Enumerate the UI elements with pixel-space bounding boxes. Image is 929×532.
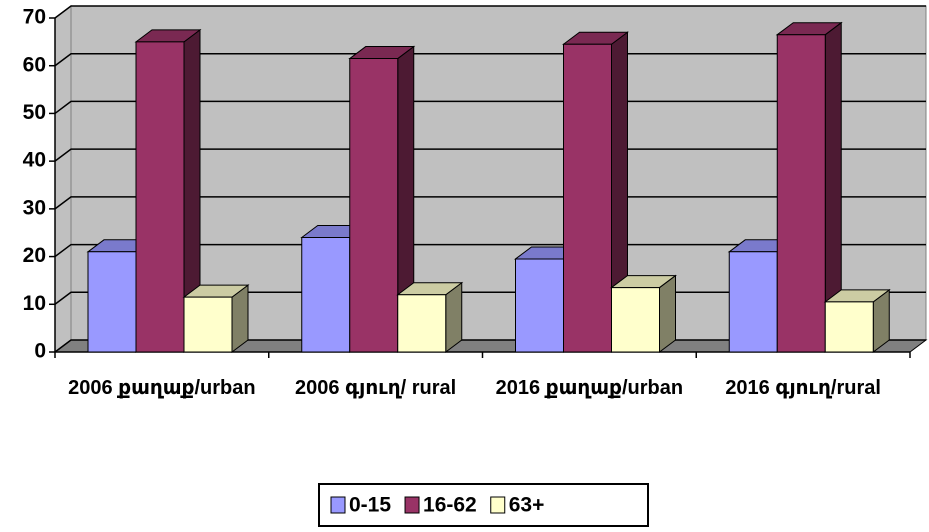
bar-front — [135, 41, 185, 353]
y-tick-label: 0 — [34, 340, 46, 363]
grid-line — [54, 52, 926, 67]
grid-line — [54, 196, 926, 210]
bar-front — [301, 236, 351, 353]
bar-front — [728, 251, 778, 353]
grid-line — [54, 243, 926, 258]
bar-front — [611, 287, 660, 353]
bar — [348, 45, 416, 353]
bar-front — [87, 251, 137, 353]
y-tick-label: 30 — [23, 196, 46, 219]
grid-line — [54, 148, 926, 162]
bar — [823, 288, 891, 353]
bar-front — [776, 34, 826, 353]
x-tick-label: 2006 քաղաք/urban — [68, 377, 256, 399]
bar — [562, 31, 629, 353]
legend-label: 0-15 — [349, 494, 391, 517]
legend-swatch — [490, 496, 506, 514]
legend-label: 16-62 — [423, 494, 477, 517]
legend-box — [318, 483, 649, 527]
x-tick-label: 2006 գյուղ/ rural — [295, 377, 457, 399]
legend-swatch — [404, 496, 420, 514]
legend-swatch — [330, 496, 346, 514]
y-tick-label: 70 — [23, 6, 46, 29]
y-tick-label: 20 — [23, 244, 46, 267]
x-tick-label: 2016 գյուղ/rural — [725, 377, 881, 399]
y-tick-label: 50 — [23, 101, 46, 124]
bar — [396, 281, 464, 353]
bar-front — [515, 258, 564, 353]
y-tick-label: 40 — [23, 149, 46, 172]
bar-side — [659, 274, 676, 353]
bar-front — [563, 43, 612, 353]
y-tick-label: 10 — [23, 292, 46, 315]
side-wall — [54, 5, 72, 353]
x-tick-label: 2016 քաղաք/urban — [495, 377, 684, 399]
y-tick-label: 60 — [23, 53, 46, 76]
bar-front — [349, 58, 399, 353]
grid-line — [54, 5, 926, 19]
bar — [134, 28, 202, 353]
legend-label: 63+ — [509, 494, 545, 517]
bar — [182, 284, 250, 353]
grid-line — [54, 100, 926, 115]
bar-front — [824, 301, 874, 353]
bar-front — [183, 296, 233, 353]
bar — [775, 21, 843, 353]
bar-front — [397, 294, 447, 353]
bar — [610, 274, 677, 353]
